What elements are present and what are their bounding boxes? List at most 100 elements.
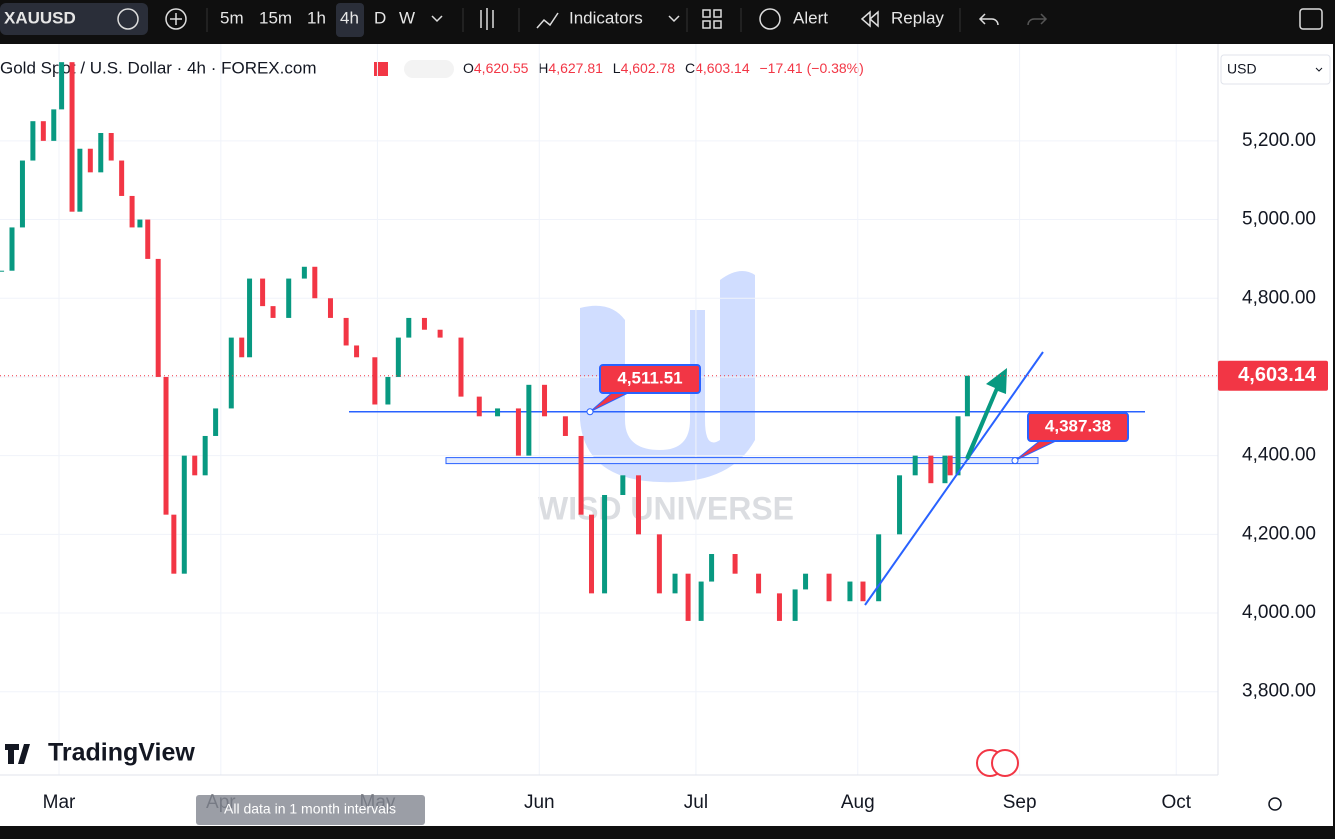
buy-sell-toggle[interactable] (404, 60, 454, 78)
candle-body (847, 581, 853, 602)
low-label: L (613, 60, 621, 76)
indicators[interactable]: Indicators (569, 8, 643, 27)
legend-title: Gold Spot / U.S. Dollar · 4h · FOREX.com (0, 58, 316, 77)
candle-body (0, 270, 5, 272)
x-tick-label: Jul (684, 792, 708, 813)
low: 4,602.78 (621, 60, 676, 76)
alert[interactable]: Alert (793, 8, 828, 27)
interval[interactable]: 15m (259, 8, 292, 27)
currency-select[interactable] (1220, 54, 1331, 85)
candle-body (602, 494, 608, 594)
x-tick-label: Aug (841, 792, 875, 813)
candle-body (385, 376, 391, 405)
candle-body (756, 573, 762, 594)
level-label: 4,511.51 (617, 368, 682, 387)
candle-body (495, 408, 501, 417)
candle-body (437, 329, 443, 338)
callout-box (1027, 412, 1129, 442)
candle-body (119, 160, 125, 196)
currency-arrow (1315, 67, 1323, 72)
symbol[interactable]: XAUUSD (4, 8, 76, 27)
candle-body (192, 455, 198, 476)
interval[interactable]: W (399, 8, 415, 27)
settings[interactable] (1268, 797, 1282, 811)
level-zone (445, 457, 1039, 465)
candle-body (129, 195, 135, 228)
candle-body (87, 148, 93, 173)
trend-line (864, 351, 1044, 606)
candle-body (202, 435, 208, 476)
candle-body (635, 475, 641, 535)
candle-body (59, 62, 65, 110)
candle-body (9, 227, 15, 271)
y-tick-label: 5,200.00 (1242, 130, 1316, 151)
chart-type[interactable] (480, 8, 494, 30)
y-tick-label: 4,000.00 (1242, 602, 1316, 623)
candle-body (239, 337, 245, 358)
interval[interactable]: 1h (307, 8, 326, 27)
indicators-dropdown[interactable] (668, 15, 680, 23)
replay[interactable]: Replay (891, 8, 944, 27)
tooltip: All data in 1 month intervals (224, 801, 396, 817)
candle-body (942, 455, 948, 484)
candle-body (656, 534, 662, 594)
candle-body (876, 534, 882, 602)
x-tick-label: Oct (1161, 792, 1191, 813)
candle-body (803, 573, 809, 590)
undo[interactable] (978, 13, 999, 26)
candle-body (145, 219, 151, 259)
candle-body (776, 593, 782, 621)
replay-icon (860, 10, 879, 28)
tooltip-box (196, 795, 425, 825)
interval[interactable]: 5m (220, 8, 244, 27)
arrow (965, 368, 1007, 460)
candle-body (955, 416, 961, 476)
layouts[interactable] (702, 9, 722, 29)
candle-body (589, 514, 595, 594)
candle-body (562, 416, 568, 436)
candle-body (964, 375, 970, 417)
candle-body (327, 298, 333, 318)
candle-body (163, 376, 169, 515)
add-symbol[interactable] (165, 8, 187, 30)
alert-icon (759, 8, 781, 30)
active-interval (336, 3, 364, 37)
candle-body (897, 475, 903, 535)
candle-body (860, 581, 866, 602)
last-price-label: 4,603.14 (1238, 364, 1317, 386)
candle-body (421, 317, 427, 330)
candle-body (672, 573, 678, 594)
candle-body (826, 573, 832, 602)
candle-body (732, 554, 738, 574)
fullscreen[interactable] (1299, 8, 1323, 30)
candle-body (286, 278, 292, 318)
x-tick-label: Mar (43, 792, 76, 813)
symbol-box[interactable] (0, 3, 148, 35)
currency[interactable]: USD (1227, 61, 1257, 77)
close: 4,603.14 (695, 60, 750, 76)
y-tick-label: 4,400.00 (1242, 445, 1316, 466)
redo[interactable] (1027, 13, 1048, 26)
candle-body (270, 306, 276, 318)
chart-area (0, 44, 1333, 826)
interval[interactable]: D (374, 8, 386, 27)
toolbar-separators (206, 8, 961, 32)
y-tick-label: 4,800.00 (1242, 287, 1316, 308)
candle-body (620, 475, 626, 495)
candle-body (171, 514, 177, 574)
interval-dropdown[interactable] (431, 15, 443, 23)
candle-body (260, 278, 266, 307)
open: 4,620.55 (474, 60, 529, 76)
candle-body (792, 589, 798, 621)
x-tick-label: Jun (524, 792, 555, 813)
candle-body (698, 581, 704, 621)
symbol-icon (117, 8, 139, 30)
candle-body (40, 121, 46, 141)
candle-body (301, 266, 307, 279)
interval[interactable]: 4h (340, 8, 359, 27)
add-icon (170, 13, 182, 25)
x-tick-label: Sep (1003, 792, 1037, 813)
candle-body (928, 455, 934, 484)
